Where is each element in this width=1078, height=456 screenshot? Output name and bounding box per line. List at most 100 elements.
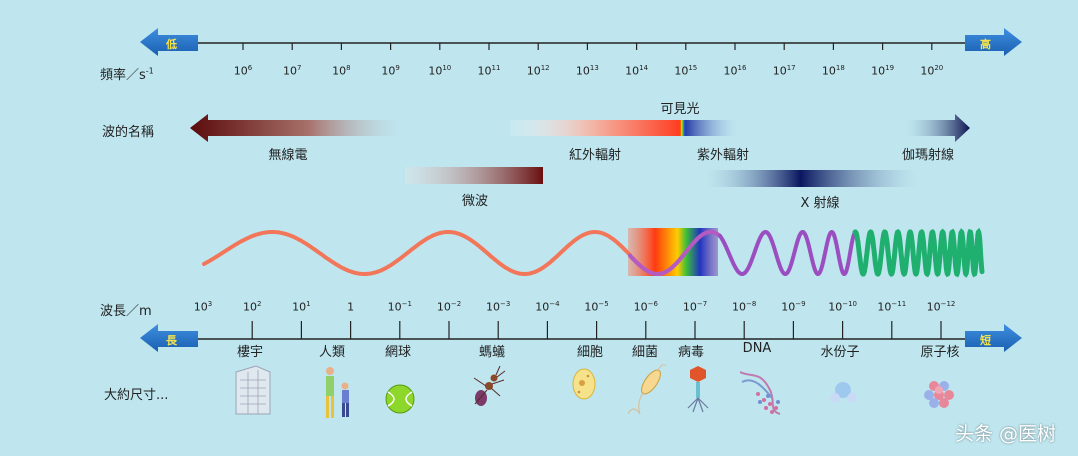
atomic-nucleus-icon [924, 381, 954, 408]
frequency-tick-exponent: 18 [835, 64, 845, 72]
wavelength-tick-exponent: −3 [500, 300, 511, 308]
object-label: 原子核 [920, 345, 960, 360]
wavelength-tick-exponent: −10 [842, 300, 857, 308]
wavelength-tick-exponent: −6 [647, 300, 658, 308]
frequency-tick-base: 10 [428, 64, 443, 78]
object-label: 螞蟻 [478, 345, 506, 360]
frequency-tick-exponent: 20 [934, 64, 944, 72]
object-label: 人類 [318, 345, 346, 360]
wavelength-tick-base: 10 [242, 300, 257, 314]
wave-mid [628, 230, 722, 276]
frequency-high-arrow [965, 28, 1022, 56]
frequency-ticks [242, 43, 933, 50]
wavelength-axis-label: 波長／m [100, 304, 152, 319]
ultraviolet-band [686, 120, 738, 136]
visible-light-label: 可見光 [660, 102, 700, 117]
wavelength-tick-label: 10−5 [584, 300, 608, 314]
wavelength-tick-label: 10−6 [634, 300, 658, 314]
wavelength-tick-label: 101 [292, 300, 310, 314]
microwave-label: 微波 [461, 194, 489, 209]
frequency-tick-base: 10 [871, 64, 886, 78]
frequency-tick-label: 1017 [773, 64, 796, 78]
frequency-tick-base: 10 [233, 64, 248, 78]
frequency-tick-base: 10 [723, 64, 738, 78]
wavelength-tick-exponent: −2 [450, 300, 462, 308]
frequency-tick-base: 10 [526, 64, 541, 78]
virus-icon [687, 366, 709, 413]
visible-band [680, 120, 686, 136]
frequency-tick-base: 10 [772, 64, 787, 78]
wavelength-tick-base: 10 [436, 300, 451, 314]
bacteria-icon [627, 364, 667, 415]
wavelength-tick-label: 10−4 [535, 300, 559, 314]
dna-icon [739, 371, 781, 415]
frequency-tick-base: 10 [920, 64, 935, 78]
frequency-tick-label: 108 [332, 64, 350, 78]
frequency-tick-exponent: 10 [442, 64, 452, 72]
object-label: 細胞 [576, 345, 604, 360]
frequency-tick-exponent: 15 [688, 64, 698, 72]
object-label: 水份子 [820, 345, 860, 360]
object-label: 細菌 [631, 345, 659, 360]
frequency-low-arrow [140, 28, 198, 56]
radio-band [190, 114, 405, 142]
wavelength-tick-label: 10−11 [877, 300, 906, 314]
microwave-band [405, 167, 543, 184]
wavelength-tick-exponent: −11 [891, 300, 907, 308]
frequency-tick-base: 10 [674, 64, 689, 78]
wavelength-short-arrow [965, 324, 1022, 352]
wavelength-tick-label: 102 [243, 300, 261, 314]
wavelength-tick-base: 10 [877, 300, 892, 314]
watermark: 头条 @医树 [954, 423, 1056, 445]
wavelength-tick-base: 10 [584, 300, 599, 314]
wavelength-long-arrow [140, 324, 198, 352]
frequency-tick-label: 107 [283, 64, 301, 78]
wavelength-tick-label: 10−7 [683, 300, 707, 314]
wavelength-ticks [251, 321, 942, 339]
object-label: 網球 [384, 345, 412, 360]
wavelength-tick-label: 10−10 [828, 300, 857, 314]
frequency-tick-exponent: 13 [589, 64, 599, 72]
wavelength-tick-exponent: −8 [746, 300, 757, 308]
frequency-tick-label: 1012 [527, 64, 550, 78]
frequency-tick-label: 1015 [674, 64, 697, 78]
wave-short [718, 230, 857, 276]
wavelength-tick-base: 10 [387, 300, 402, 314]
wavelength-tick-exponent: 1 [306, 300, 311, 308]
wavelength-tick-label: 10−12 [927, 300, 956, 314]
frequency-tick-label: 1010 [428, 64, 451, 78]
frequency-tick-exponent: 8 [346, 64, 351, 72]
frequency-tick-base: 10 [575, 64, 590, 78]
wavelength-tick-exponent: −9 [795, 300, 806, 308]
gamma-band [905, 114, 970, 142]
wavelength-tick-exponent: −1 [401, 300, 412, 308]
wavelength-tick-base: 10 [292, 300, 307, 314]
wave-names-label: 波的名稱 [102, 125, 155, 140]
frequency-tick-label: 1011 [478, 64, 501, 78]
frequency-axis-label: 頻率／s-1 [100, 64, 154, 83]
frequency-high-label: 高 [980, 38, 991, 51]
wavelength-tick-label: 10−3 [486, 300, 510, 314]
wavelength-tick-label: 10−1 [388, 300, 412, 314]
frequency-tick-base: 10 [477, 64, 492, 78]
object-label: 病毒 [677, 345, 705, 360]
frequency-tick-label: 1020 [920, 64, 943, 78]
frequency-tick-label: 1014 [625, 64, 648, 78]
wavelength-tick-exponent: 3 [207, 300, 213, 308]
wavelength-tick-base: 10 [781, 300, 796, 314]
wavelength-tick-exponent: −7 [696, 300, 708, 308]
frequency-tick-label: 1016 [724, 64, 747, 78]
tennis-ball-icon [385, 384, 415, 414]
wavelength-tick-base: 10 [828, 300, 843, 314]
frequency-low-label: 低 [166, 38, 177, 51]
wavelength-tick-base: 10 [732, 300, 747, 314]
frequency-tick-label: 1013 [576, 64, 599, 78]
wavelength-tick-base: 10 [926, 300, 941, 314]
ant-icon [473, 365, 506, 406]
ultraviolet-label: 紫外輻射 [696, 148, 750, 163]
xray-band [705, 170, 917, 187]
frequency-axis-label-exponent: -1 [145, 66, 154, 76]
frequency-tick-base: 10 [381, 64, 396, 78]
cell-icon [572, 368, 596, 400]
